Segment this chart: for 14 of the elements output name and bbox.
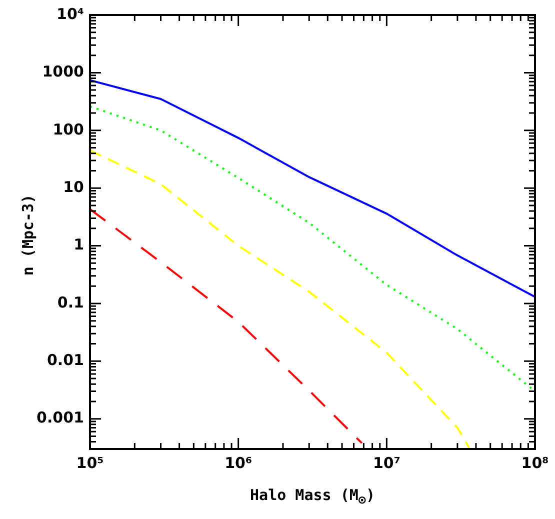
- y-tick-label: 0.001: [36, 408, 84, 427]
- x-tick-label: 10⁷: [372, 454, 400, 472]
- x-tick-label: 10⁵: [76, 454, 104, 472]
- y-axis-title: n (Mpc-3): [19, 194, 37, 276]
- x-tick-label: 10⁸: [521, 454, 549, 472]
- y-tick-label: 0.1: [57, 293, 84, 312]
- y-tick-label: 100: [52, 120, 84, 138]
- y-tick-label: 10⁴: [56, 4, 84, 23]
- x-tick-label: 10⁶: [224, 454, 252, 472]
- y-tick-label: 1000: [42, 62, 84, 81]
- y-tick-label: 1: [74, 236, 84, 254]
- y-tick-label: 0.01: [46, 351, 84, 370]
- y-tick-label: 10: [63, 178, 84, 196]
- x-axis-title: Halo Mass (M$_{⊙}$): [249, 486, 376, 507]
